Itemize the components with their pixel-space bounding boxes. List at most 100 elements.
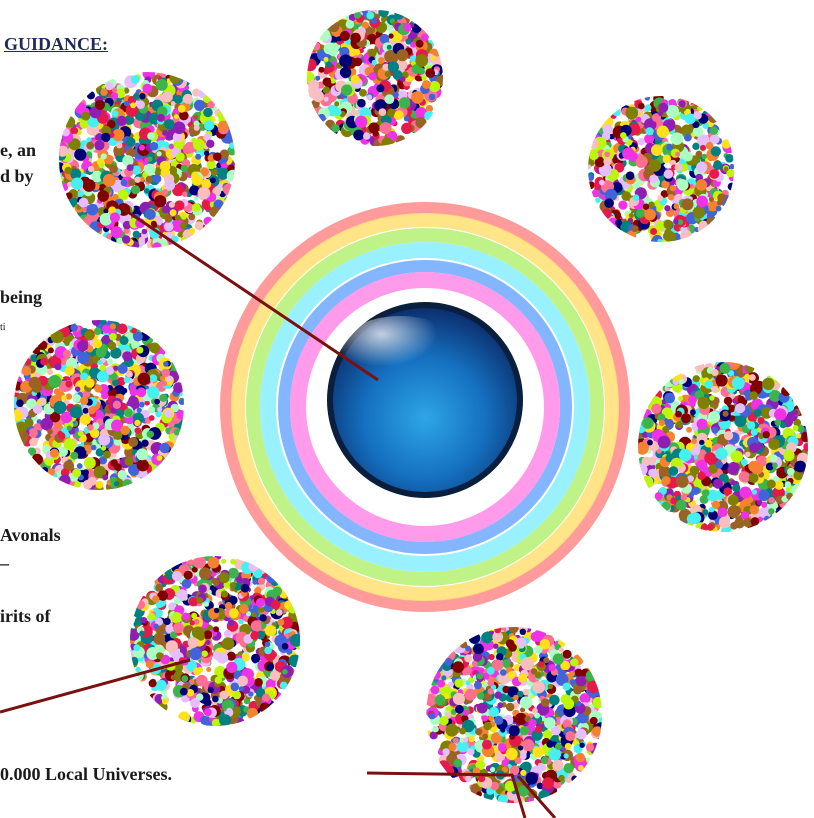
sphere-dot xyxy=(250,630,260,640)
sphere-dot xyxy=(120,179,128,187)
sphere-dot xyxy=(193,99,206,111)
sphere-dot xyxy=(141,439,149,447)
sphere-dot xyxy=(355,115,368,128)
sphere-dot xyxy=(361,21,369,29)
sphere-dot xyxy=(750,517,760,526)
sphere-dot xyxy=(464,654,473,663)
sphere-dot xyxy=(696,432,708,444)
sphere-dot xyxy=(188,227,196,235)
sphere-dot xyxy=(751,462,764,475)
sphere-dot xyxy=(647,439,653,446)
sphere-dot xyxy=(149,374,158,383)
sphere-dot xyxy=(621,191,632,202)
sphere-dot xyxy=(643,118,657,131)
sphere-dot xyxy=(203,133,212,142)
sphere-dot xyxy=(109,323,116,330)
sphere-dot xyxy=(230,558,237,565)
sphere-dot xyxy=(193,124,200,131)
sphere-dot xyxy=(65,393,73,400)
sphere-dot xyxy=(288,605,297,614)
sphere-dot xyxy=(711,385,719,393)
sphere-dot xyxy=(420,33,429,42)
sphere-dot xyxy=(106,119,116,129)
sphere-dot xyxy=(637,153,644,160)
sphere-dot xyxy=(286,648,293,655)
label-line-2: d by xyxy=(0,166,34,186)
sphere-dot xyxy=(318,66,325,73)
sphere-dot xyxy=(333,108,342,116)
sphere-dot xyxy=(711,426,719,434)
sphere-dot xyxy=(90,428,100,439)
sphere-dot xyxy=(323,43,335,55)
sphere-dot xyxy=(211,169,218,177)
sphere-dot xyxy=(371,59,377,65)
sphere-dot xyxy=(57,446,68,457)
sphere-dot xyxy=(266,573,277,584)
sphere-dot xyxy=(725,154,734,163)
sphere-dot xyxy=(663,219,673,230)
sphere-dot xyxy=(16,376,22,382)
sphere-dot xyxy=(366,94,373,101)
sphere-dot xyxy=(63,116,76,128)
sphere-dot xyxy=(116,142,123,149)
sphere-dot xyxy=(128,178,136,186)
sphere-dot xyxy=(81,111,91,121)
sphere-dot xyxy=(157,590,168,601)
sphere-dot xyxy=(425,104,434,113)
sphere-dot xyxy=(787,468,795,476)
sphere-dot xyxy=(381,137,394,146)
sphere-dot xyxy=(288,654,300,668)
sphere-dot xyxy=(749,442,760,453)
sphere-dot xyxy=(169,631,178,639)
sphere-dot xyxy=(28,428,38,438)
sphere-dot xyxy=(495,751,505,762)
sphere-dot xyxy=(793,418,802,427)
sphere-dot xyxy=(713,478,723,489)
sphere-dot xyxy=(542,729,553,740)
sphere-dot xyxy=(123,408,133,418)
sphere-dot xyxy=(136,387,147,398)
sphere-dot xyxy=(669,185,676,192)
sphere-dot xyxy=(129,396,139,406)
sphere-dot xyxy=(686,426,692,433)
sphere-dot xyxy=(594,156,606,168)
sphere-dot xyxy=(140,617,148,624)
sphere-dot xyxy=(139,239,146,246)
sphere-dot xyxy=(680,494,688,501)
sphere-dot xyxy=(366,11,375,20)
sphere-dot xyxy=(766,479,776,489)
sphere-dot xyxy=(145,209,156,220)
sphere-dot xyxy=(214,676,222,684)
sphere-dot xyxy=(228,608,239,619)
sphere-dot xyxy=(730,450,744,463)
sphere-dot xyxy=(149,342,161,354)
sphere-dot xyxy=(748,473,759,483)
sphere-dot xyxy=(109,333,117,341)
sphere-dot xyxy=(699,494,709,504)
sphere-dot xyxy=(69,405,83,419)
sphere-dot xyxy=(182,144,193,155)
sphere-dot xyxy=(209,177,216,184)
sphere-dot xyxy=(400,76,406,82)
sphere-dot xyxy=(657,413,666,422)
sphere-dot xyxy=(415,54,429,67)
sphere-dot xyxy=(651,144,663,156)
sphere-dot xyxy=(159,375,166,381)
sphere-dot xyxy=(205,640,211,645)
sphere-dot xyxy=(189,620,195,626)
sphere-dot xyxy=(675,499,687,511)
sphere-dot xyxy=(79,119,89,129)
sphere-dot xyxy=(684,113,696,125)
sphere-dot xyxy=(94,384,103,393)
sphere-dot xyxy=(109,164,118,174)
sphere-dot xyxy=(638,441,649,455)
sphere-dot xyxy=(717,507,728,518)
sphere-dot xyxy=(86,203,99,216)
sphere-dot xyxy=(254,586,262,595)
sphere-dot xyxy=(681,413,691,424)
sphere-dot xyxy=(152,242,162,248)
sphere-dot xyxy=(398,97,411,109)
sphere-dot xyxy=(100,320,107,325)
sphere-dot xyxy=(656,125,669,138)
sphere-dot xyxy=(254,678,263,687)
